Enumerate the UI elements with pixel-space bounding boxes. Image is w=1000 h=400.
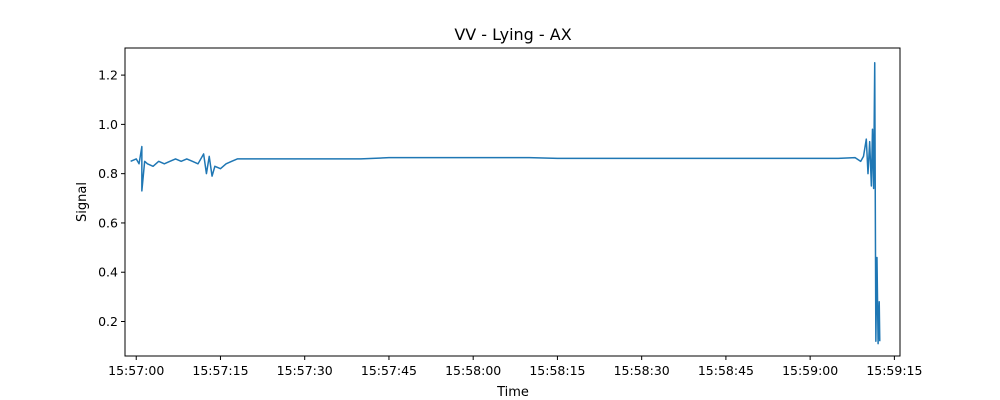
x-tick-label: 15:58:15 bbox=[529, 363, 585, 378]
x-tick-label: 15:57:00 bbox=[108, 363, 164, 378]
y-tick-label: 1.0 bbox=[98, 117, 118, 132]
plot-area bbox=[130, 62, 881, 345]
y-tick-label: 0.6 bbox=[98, 215, 118, 230]
y-tick-label: 0.2 bbox=[98, 314, 118, 329]
chart-title: VV - Lying - AX bbox=[454, 25, 571, 44]
x-tick-label: 15:58:00 bbox=[445, 363, 501, 378]
series-line-0 bbox=[130, 62, 881, 345]
x-tick-label: 15:57:45 bbox=[361, 363, 417, 378]
plot-frame bbox=[124, 47, 901, 357]
x-tick-label: 15:58:30 bbox=[614, 363, 670, 378]
x-tick-label: 15:57:30 bbox=[277, 363, 333, 378]
x-axis-label: Time bbox=[496, 385, 529, 400]
x-tick-label: 15:59:00 bbox=[782, 363, 838, 378]
y-tick-label: 1.2 bbox=[98, 68, 118, 83]
y-tick-label: 0.8 bbox=[98, 166, 118, 181]
x-axis-ticks: 15:57:00 15:57:15 15:57:30 15:57:45 15:58:00… bbox=[108, 356, 922, 378]
x-tick-label: 15:58:45 bbox=[698, 363, 754, 378]
x-tick-label: 15:59:15 bbox=[866, 363, 922, 378]
y-axis-ticks: 0.2 0.4 0.6 0.8 1.0 1.2 bbox=[98, 68, 125, 329]
y-axis-label: Signal bbox=[75, 182, 90, 222]
x-tick-label: 15:57:15 bbox=[192, 363, 248, 378]
y-tick-label: 0.4 bbox=[98, 265, 118, 280]
